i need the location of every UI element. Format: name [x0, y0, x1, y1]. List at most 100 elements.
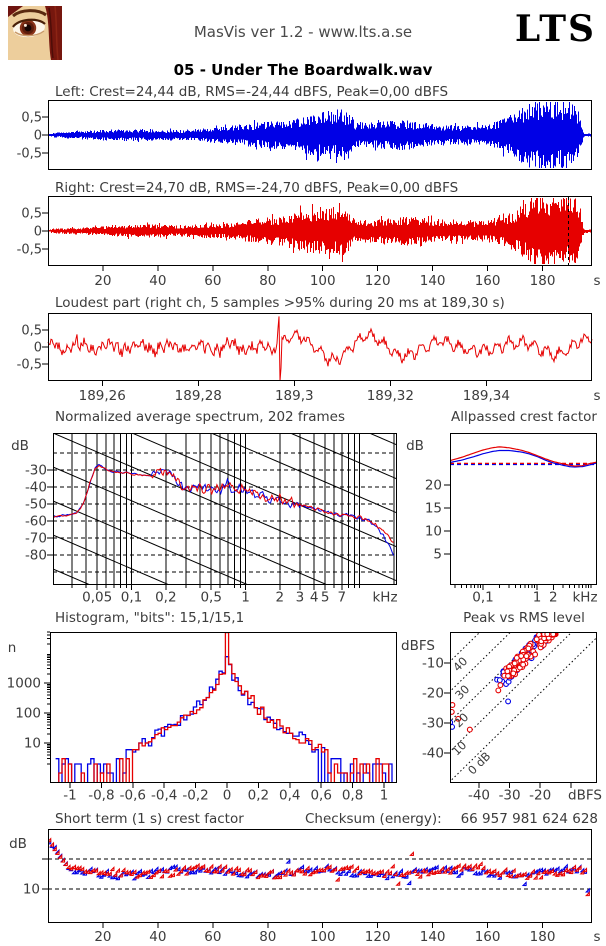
- svg-text:-60: -60: [25, 514, 47, 530]
- svg-text:-0,6: -0,6: [120, 788, 146, 804]
- svg-text:1: 1: [380, 788, 389, 804]
- svg-text:189,32: 189,32: [367, 388, 414, 404]
- svg-text:dB: dB: [9, 836, 27, 852]
- svg-text:180: 180: [530, 929, 556, 945]
- svg-text:140: 140: [420, 929, 446, 945]
- checksum-label: Checksum (energy):: [305, 811, 442, 827]
- allpassed-crest-plot: 20 15 10 5 dB 0,1 1 2 kHz: [406, 433, 598, 606]
- svg-text:dBFS: dBFS: [401, 638, 435, 654]
- svg-text:0,4: 0,4: [279, 788, 300, 804]
- svg-text:10: 10: [23, 882, 40, 898]
- svg-text:189,26: 189,26: [79, 388, 126, 404]
- svg-text:140: 140: [420, 273, 446, 289]
- svg-text:100: 100: [310, 929, 336, 945]
- svg-text:-0,8: -0,8: [88, 788, 114, 804]
- svg-text:7: 7: [338, 590, 347, 606]
- svg-text:60: 60: [204, 273, 221, 289]
- svg-text:1: 1: [241, 590, 250, 606]
- svg-text:20: 20: [94, 273, 111, 289]
- svg-text:0,8: 0,8: [342, 788, 363, 804]
- sample-histogram-plot: 10 100 1000 n -1 -0,8 -0,6 -0,4 -0,2 0 0,2 0,4 0,6 0,…: [7, 631, 397, 804]
- svg-text:-0,5: -0,5: [17, 147, 42, 162]
- svg-text:180: 180: [530, 273, 556, 289]
- left-waveform-title: Left: Crest=24,44 dB, RMS=-24,44 dBFS, P…: [55, 84, 449, 100]
- svg-text:s: s: [593, 929, 600, 945]
- svg-text:-10: -10: [422, 656, 444, 672]
- svg-text:4: 4: [310, 590, 319, 606]
- svg-text:80: 80: [259, 273, 276, 289]
- right-waveform-plot: 0,5 0 -0,5 20 40 60 80 100 120 140 160 180 s: [17, 196, 601, 289]
- svg-text:-40: -40: [25, 480, 47, 496]
- svg-text:40: 40: [149, 929, 166, 945]
- svg-text:0,5: 0,5: [21, 207, 42, 222]
- svg-text:120: 120: [365, 929, 391, 945]
- svg-text:20: 20: [425, 478, 442, 494]
- svg-text:2: 2: [276, 590, 285, 606]
- svg-text:120: 120: [365, 273, 391, 289]
- svg-text:kHz: kHz: [572, 590, 597, 606]
- svg-text:-20: -20: [422, 686, 444, 702]
- svg-text:0,2: 0,2: [155, 590, 176, 606]
- svg-text:dB: dB: [406, 438, 424, 454]
- svg-text:-0,5: -0,5: [17, 358, 42, 373]
- svg-text:10: 10: [425, 524, 442, 540]
- spectrum-title: Normalized average spectrum, 202 frames: [55, 409, 345, 425]
- svg-text:0,2: 0,2: [248, 788, 269, 804]
- svg-text:0,5: 0,5: [21, 111, 42, 126]
- svg-text:0: 0: [223, 788, 232, 804]
- eye-logo-image: [8, 5, 62, 61]
- svg-text:100: 100: [310, 273, 336, 289]
- file-title: 05 - Under The Boardwalk.wav: [173, 61, 433, 79]
- svg-text:160: 160: [475, 273, 501, 289]
- svg-text:-30: -30: [25, 463, 47, 479]
- svg-text:2: 2: [549, 590, 558, 606]
- svg-text:10: 10: [449, 738, 469, 758]
- svg-text:1000: 1000: [7, 676, 41, 692]
- svg-text:n: n: [8, 640, 17, 656]
- svg-text:0,1: 0,1: [121, 590, 142, 606]
- brand-logo-text: LTS: [514, 8, 596, 50]
- svg-text:-20: -20: [529, 788, 551, 804]
- histogram-title: Histogram, "bits": 15,1/15,1: [55, 610, 245, 626]
- short-term-crest-title: Short term (1 s) crest factor: [55, 811, 244, 827]
- left-waveform-plot: 0,5 0 -0,5: [17, 100, 592, 170]
- svg-text:0,5: 0,5: [200, 590, 221, 606]
- svg-text:60: 60: [204, 929, 221, 945]
- svg-text:10: 10: [24, 736, 41, 752]
- svg-text:3: 3: [296, 590, 305, 606]
- checksum-value: 66 957 981 624 628: [460, 811, 598, 827]
- svg-text:-0,4: -0,4: [151, 788, 177, 804]
- svg-text:-70: -70: [25, 531, 47, 547]
- svg-text:-80: -80: [25, 548, 47, 564]
- svg-text:20: 20: [94, 929, 111, 945]
- svg-text:-30: -30: [422, 716, 444, 732]
- loudest-part-plot: 0,5 0 -0,5 189,26 189,28 189,3 189,32 189,34 s: [17, 313, 601, 404]
- svg-text:5: 5: [321, 590, 330, 606]
- svg-text:30: 30: [452, 682, 472, 702]
- checksum-row: Checksum (energy): 66 957 981 624 628: [305, 812, 598, 827]
- svg-text:dBFS: dBFS: [568, 788, 602, 804]
- svg-text:0: 0: [34, 341, 42, 356]
- svg-text:-1: -1: [63, 788, 76, 804]
- svg-text:160: 160: [475, 929, 501, 945]
- svg-text:0,5: 0,5: [21, 324, 42, 339]
- svg-text:-40: -40: [468, 788, 490, 804]
- svg-text:189,3: 189,3: [275, 388, 314, 404]
- svg-text:5: 5: [433, 547, 442, 563]
- svg-text:-0,5: -0,5: [17, 243, 42, 258]
- svg-text:-0,2: -0,2: [182, 788, 208, 804]
- svg-text:80: 80: [259, 929, 276, 945]
- svg-text:189,34: 189,34: [463, 388, 510, 404]
- svg-text:0,1: 0,1: [472, 590, 493, 606]
- svg-text:40: 40: [149, 273, 166, 289]
- loudest-part-title: Loudest part (right ch, 5 samples >95% d…: [55, 295, 505, 311]
- svg-text:1: 1: [533, 590, 542, 606]
- svg-text:0,05: 0,05: [82, 590, 112, 606]
- svg-text:-40: -40: [422, 746, 444, 762]
- svg-text:kHz: kHz: [372, 590, 397, 606]
- svg-text:189,28: 189,28: [175, 388, 222, 404]
- svg-text:0: 0: [34, 129, 42, 144]
